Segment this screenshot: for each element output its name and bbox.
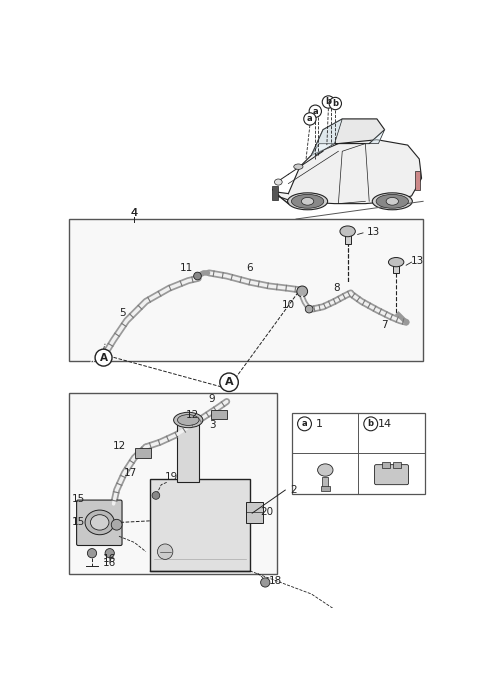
Circle shape [193, 272, 201, 280]
Text: 3: 3 [210, 419, 216, 430]
Ellipse shape [318, 464, 333, 476]
Bar [322, 477, 328, 488]
Text: a: a [307, 115, 313, 124]
Ellipse shape [174, 413, 203, 428]
Bar [272, 186, 278, 199]
Ellipse shape [372, 193, 412, 210]
Text: A: A [99, 352, 108, 363]
Circle shape [87, 548, 96, 558]
Bar [69, 393, 277, 574]
Ellipse shape [294, 164, 303, 169]
Ellipse shape [376, 195, 408, 208]
Bar [69, 219, 423, 361]
Polygon shape [312, 119, 384, 155]
Text: 9: 9 [208, 394, 215, 404]
Circle shape [220, 373, 238, 391]
Text: A: A [89, 358, 96, 368]
Bar [321, 486, 330, 491]
Text: 7: 7 [381, 320, 388, 329]
Ellipse shape [301, 197, 314, 205]
Circle shape [297, 286, 308, 297]
Bar [150, 479, 250, 571]
Circle shape [304, 113, 316, 125]
Text: 20: 20 [260, 507, 273, 518]
Text: a: a [302, 419, 307, 428]
Text: 6: 6 [247, 264, 253, 273]
Bar [292, 413, 425, 494]
Text: 13: 13 [410, 255, 423, 266]
Circle shape [261, 578, 270, 587]
Polygon shape [273, 140, 421, 204]
Ellipse shape [291, 195, 324, 208]
Text: b: b [332, 99, 338, 108]
Circle shape [152, 492, 160, 499]
Circle shape [105, 548, 114, 558]
Text: 11: 11 [180, 264, 192, 273]
Text: a: a [312, 107, 318, 115]
Bar [393, 462, 401, 468]
Bar [393, 264, 399, 273]
Ellipse shape [85, 510, 114, 535]
Text: 13: 13 [366, 227, 380, 237]
Bar [415, 171, 420, 190]
FancyBboxPatch shape [77, 500, 122, 546]
Text: 4: 4 [131, 208, 138, 218]
Bar [178, 421, 199, 482]
Text: 2: 2 [290, 485, 297, 495]
FancyBboxPatch shape [374, 464, 408, 485]
Ellipse shape [386, 197, 398, 205]
Bar [246, 501, 263, 523]
Text: 19: 19 [165, 472, 178, 482]
Circle shape [305, 305, 313, 313]
Ellipse shape [340, 226, 355, 237]
Ellipse shape [178, 415, 199, 426]
Ellipse shape [90, 515, 109, 530]
Polygon shape [312, 119, 342, 155]
Text: 17: 17 [124, 468, 137, 478]
Text: 18: 18 [269, 576, 282, 586]
Circle shape [309, 105, 322, 117]
Text: 1: 1 [316, 419, 323, 429]
Text: 12: 12 [113, 441, 126, 451]
Text: 12: 12 [185, 410, 199, 419]
Circle shape [95, 349, 112, 366]
Circle shape [298, 417, 312, 431]
Text: 15: 15 [72, 494, 85, 504]
Bar [135, 449, 151, 458]
Ellipse shape [388, 257, 404, 267]
Ellipse shape [275, 179, 282, 185]
Text: b: b [368, 419, 374, 428]
Text: 15: 15 [72, 518, 85, 527]
Text: 16: 16 [102, 555, 116, 564]
Text: b: b [325, 98, 331, 107]
Bar [382, 462, 390, 468]
Circle shape [322, 96, 335, 108]
Circle shape [157, 544, 173, 559]
Bar [345, 233, 351, 244]
Circle shape [329, 98, 341, 110]
Text: 4: 4 [131, 208, 138, 218]
Text: A: A [225, 377, 233, 387]
Circle shape [111, 519, 122, 530]
Polygon shape [365, 130, 384, 143]
Text: 8: 8 [334, 283, 340, 293]
Text: 16: 16 [103, 558, 116, 568]
Text: 14: 14 [378, 419, 393, 429]
Ellipse shape [288, 193, 328, 210]
Bar [211, 410, 227, 419]
Circle shape [364, 417, 378, 431]
Text: 10: 10 [282, 301, 295, 310]
Text: 5: 5 [120, 308, 126, 318]
